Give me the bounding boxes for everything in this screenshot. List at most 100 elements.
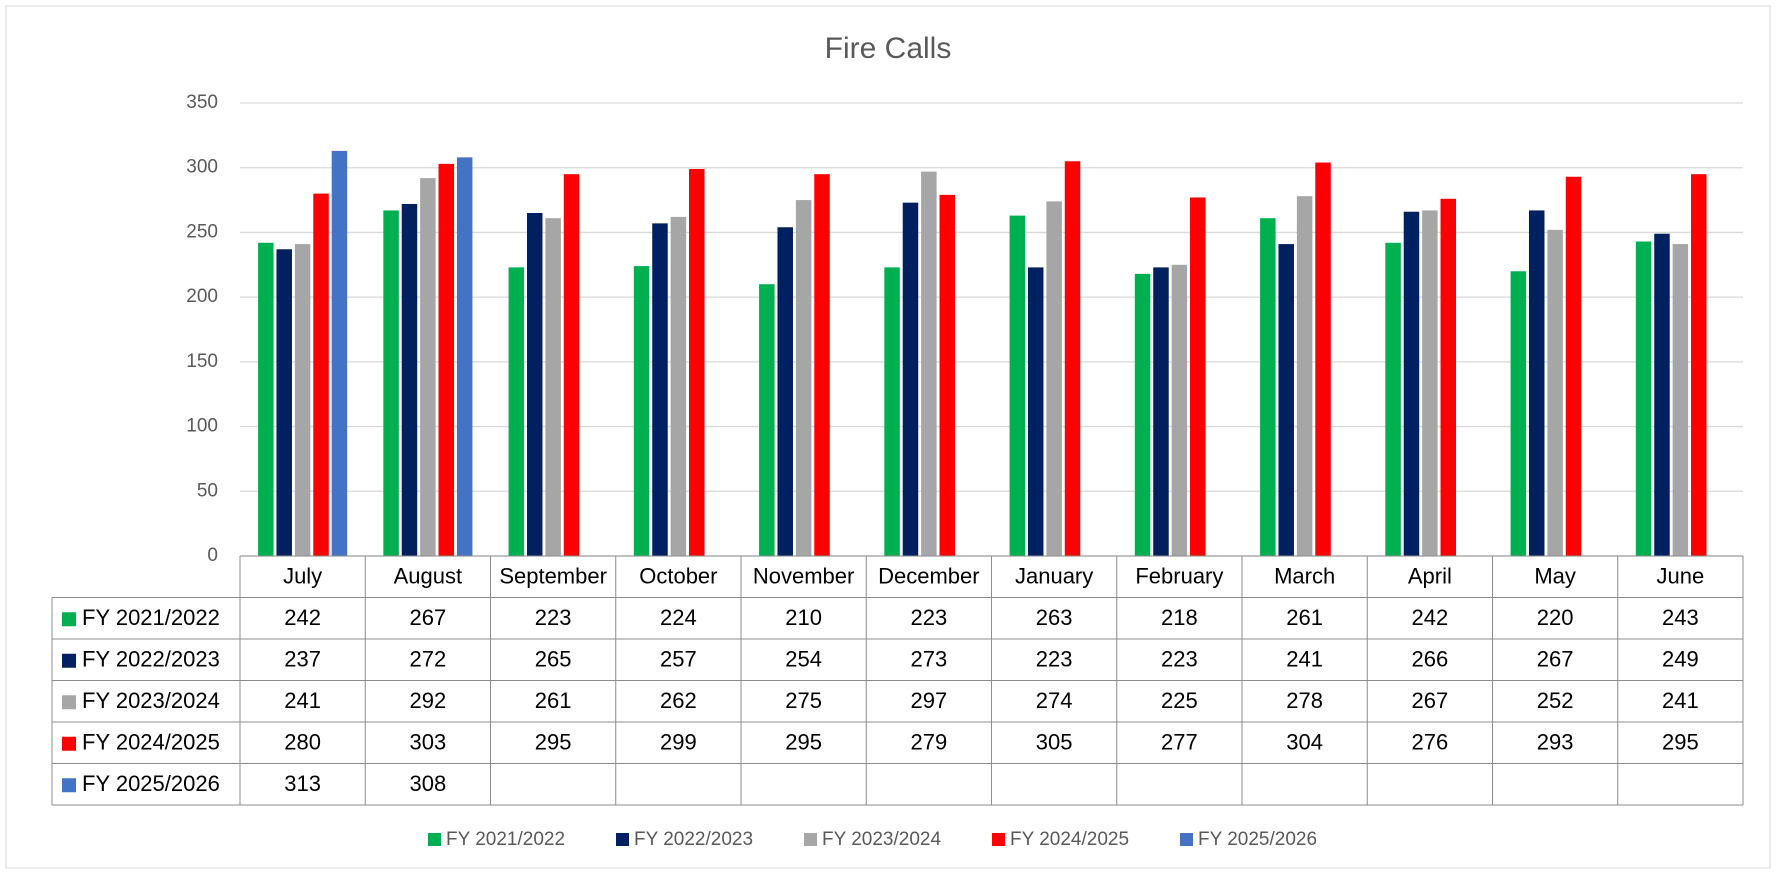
table-cell: 242 [1412, 605, 1449, 630]
bar [456, 157, 473, 557]
legend-label: FY 2024/2025 [1010, 829, 1129, 850]
bar [1296, 196, 1313, 556]
bar [1528, 210, 1545, 556]
x-tick-label: September [499, 564, 607, 589]
table-row-label: FY 2023/2024 [82, 688, 220, 713]
table-cell: 224 [660, 605, 697, 630]
table-cell: 303 [410, 730, 447, 755]
table-cell: 241 [1662, 688, 1699, 713]
table-row-label: FY 2025/2026 [82, 771, 220, 796]
table-cell: 252 [1537, 688, 1574, 713]
bar [1027, 267, 1044, 556]
bar [420, 178, 436, 556]
table-legend-key [62, 736, 76, 751]
table-cell: 241 [284, 688, 321, 713]
table-cell: 263 [1036, 605, 1073, 630]
table-cell: 304 [1286, 730, 1323, 755]
table-cell: 262 [660, 688, 697, 713]
table-row-label: FY 2024/2025 [82, 730, 220, 755]
bar [921, 171, 937, 556]
table-cell: 280 [284, 730, 321, 755]
table-cell: 299 [660, 730, 697, 755]
x-tick-label: March [1274, 564, 1335, 589]
table-legend-key [62, 695, 76, 710]
table-legend-key [62, 778, 76, 793]
bar [1635, 241, 1652, 556]
legend-key [1180, 833, 1193, 846]
y-tick-label: 0 [207, 545, 218, 566]
legend-key [804, 833, 817, 846]
table-cell: 267 [410, 605, 447, 630]
table-cell: 223 [1036, 647, 1073, 672]
table-cell: 241 [1286, 647, 1323, 672]
x-tick-label: April [1408, 564, 1452, 589]
bar [1171, 264, 1188, 556]
bar [294, 244, 311, 556]
y-tick-label: 100 [186, 416, 218, 437]
table-cell: 292 [410, 688, 447, 713]
bar [1547, 229, 1563, 556]
bar [939, 194, 956, 556]
bar [401, 203, 418, 556]
bar [1565, 176, 1582, 556]
table-cell: 257 [660, 647, 697, 672]
bar [276, 249, 292, 557]
bar [1672, 244, 1689, 556]
x-tick-label: February [1135, 564, 1223, 589]
table-cell: 274 [1036, 688, 1073, 713]
table-cell: 276 [1412, 730, 1449, 755]
bar [1422, 210, 1438, 556]
table-cell: 266 [1412, 647, 1449, 672]
bar [1278, 244, 1294, 556]
table-cell: 218 [1161, 605, 1198, 630]
x-tick-label: January [1015, 564, 1093, 589]
y-tick-label: 50 [197, 480, 218, 501]
x-tick-label: May [1534, 564, 1576, 589]
bar [1510, 271, 1527, 556]
chart-title: Fire Calls [825, 32, 952, 65]
table-cell: 220 [1537, 605, 1574, 630]
legend-key [428, 833, 441, 846]
bar [1009, 215, 1026, 557]
legend-label: FY 2023/2024 [822, 829, 941, 850]
legend-label: FY 2025/2026 [1198, 829, 1317, 850]
bar [1654, 233, 1670, 557]
table-cell: 254 [785, 647, 822, 672]
bar [1403, 211, 1420, 556]
bar [1064, 161, 1081, 556]
bar [777, 227, 793, 556]
bar [383, 210, 399, 556]
table-cell: 261 [535, 688, 572, 713]
table-cell: 295 [535, 730, 572, 755]
bar [670, 216, 687, 556]
legend-label: FY 2021/2022 [446, 829, 565, 850]
bar [1691, 174, 1707, 556]
x-tick-label: August [394, 564, 463, 589]
bar [331, 150, 348, 557]
table-cell: 210 [785, 605, 822, 630]
table-cell: 275 [785, 688, 822, 713]
table-cell: 272 [410, 647, 447, 672]
bar [1046, 201, 1062, 556]
table-cell: 308 [410, 771, 447, 796]
bar [313, 193, 329, 556]
bar [563, 174, 580, 556]
y-tick-label: 250 [186, 221, 218, 242]
x-tick-label: October [639, 564, 717, 589]
bar [814, 174, 830, 556]
bar [1260, 218, 1276, 557]
table-cell: 278 [1286, 688, 1323, 713]
table-cell: 223 [911, 605, 948, 630]
table-cell: 305 [1036, 730, 1073, 755]
table-cell: 277 [1161, 730, 1198, 755]
table-cell: 223 [1161, 647, 1198, 672]
table-cell: 295 [785, 730, 822, 755]
bar [545, 218, 561, 557]
table-cell: 242 [284, 605, 321, 630]
y-tick-label: 300 [186, 157, 218, 178]
table-cell: 265 [535, 647, 572, 672]
table-row-label: FY 2022/2023 [82, 647, 220, 672]
bar [795, 200, 812, 557]
table-cell: 273 [911, 647, 948, 672]
